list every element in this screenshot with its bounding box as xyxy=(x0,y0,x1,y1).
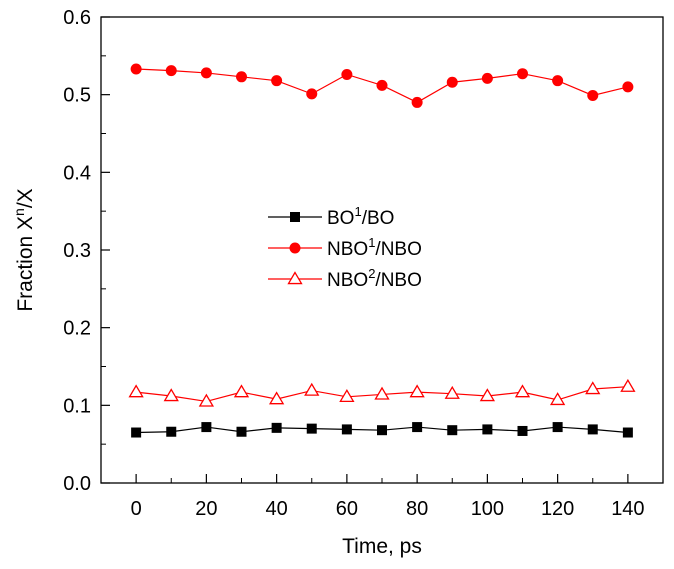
x-axis-title: Time, ps xyxy=(342,535,422,558)
series-1 xyxy=(131,422,633,438)
data-point xyxy=(287,271,303,285)
data-point xyxy=(587,424,598,435)
data-point xyxy=(376,79,388,91)
data-point xyxy=(549,392,566,406)
data-point xyxy=(271,422,282,433)
legend-label-base: NBO xyxy=(327,270,368,291)
data-point xyxy=(517,68,528,80)
legend-label-tail: /NBO xyxy=(375,239,421,260)
data-point xyxy=(289,242,301,254)
x-tick-label: 60 xyxy=(336,498,358,520)
series-2 xyxy=(130,63,634,108)
legend-item: NBO2/NBO xyxy=(268,266,422,291)
data-point xyxy=(585,381,601,395)
data-point xyxy=(341,68,353,80)
legend-label-sup: 2 xyxy=(368,266,375,281)
y-tick-label: 0.4 xyxy=(63,162,91,184)
data-point xyxy=(622,81,634,93)
data-point xyxy=(517,425,528,436)
data-point xyxy=(444,385,460,399)
y-axis-title-sup: n xyxy=(11,208,27,216)
legend-label-base: NBO xyxy=(327,239,368,260)
legend-label-base: BO xyxy=(327,208,354,229)
x-tick-label: 40 xyxy=(266,498,288,520)
legend-label-sup: 1 xyxy=(368,235,375,250)
data-point xyxy=(412,422,423,433)
y-axis-title-base: Fraction X xyxy=(14,216,37,312)
data-point xyxy=(200,67,212,79)
data-point xyxy=(446,76,458,88)
data-point xyxy=(479,388,496,402)
data-point xyxy=(130,63,142,75)
data-point xyxy=(620,378,636,392)
x-tick-label: 20 xyxy=(195,498,217,520)
y-tick-label: 0.5 xyxy=(63,85,91,107)
data-point xyxy=(377,425,387,436)
data-point xyxy=(233,384,250,398)
legend-label-tail: /NBO xyxy=(375,270,421,291)
y-axis-title: Fraction Xn/X xyxy=(11,188,37,311)
legend-label: BO1/BO xyxy=(327,204,394,229)
y-axis-title-tail: /X xyxy=(14,188,37,208)
data-point xyxy=(236,71,247,83)
legend-label: NBO2/NBO xyxy=(327,266,422,291)
legend-label-tail: /BO xyxy=(362,208,395,229)
y-tick-label: 0.0 xyxy=(63,473,91,495)
y-tick-label: 0.2 xyxy=(63,318,91,340)
data-point xyxy=(198,393,215,407)
data-point xyxy=(409,384,425,398)
legend-item: NBO1/NBO xyxy=(268,235,422,260)
x-axis: 0 20 40 60 80 100 120 140 xyxy=(131,474,664,520)
data-point xyxy=(622,427,633,438)
data-point xyxy=(131,427,142,438)
legend-label: NBO1/NBO xyxy=(327,235,422,260)
data-point xyxy=(514,384,531,398)
data-point xyxy=(306,88,318,100)
data-point xyxy=(290,212,300,222)
data-point xyxy=(481,72,493,84)
x-tick-label: 140 xyxy=(611,498,644,520)
y-tick-label: 0.6 xyxy=(63,7,91,29)
data-point xyxy=(587,89,599,101)
data-point xyxy=(482,424,493,435)
data-point xyxy=(374,386,390,400)
data-point xyxy=(552,75,564,87)
x-tick-label: 0 xyxy=(131,498,142,520)
data-point xyxy=(163,388,179,402)
legend-item: BO1/BO xyxy=(268,204,394,229)
x-tick-label: 80 xyxy=(406,498,428,520)
data-point xyxy=(341,424,352,435)
data-point xyxy=(447,425,458,436)
y-axis: 0.0 0.1 0.2 0.3 0.4 0.5 0.6 xyxy=(63,7,110,495)
series-3 xyxy=(128,378,636,407)
legend-label-sup: 1 xyxy=(354,204,361,219)
data-point xyxy=(236,426,247,437)
data-point xyxy=(552,422,563,433)
data-point xyxy=(304,382,320,396)
series-layer xyxy=(128,63,636,438)
data-point xyxy=(339,389,355,402)
data-point xyxy=(268,391,285,405)
data-point xyxy=(165,65,177,77)
data-point xyxy=(411,96,423,108)
x-tick-label: 120 xyxy=(541,498,574,520)
data-point xyxy=(166,426,177,437)
data-point xyxy=(128,384,144,398)
y-tick-label: 0.1 xyxy=(63,395,91,417)
x-tick-label: 100 xyxy=(471,498,504,520)
data-point xyxy=(306,423,317,434)
data-point xyxy=(201,422,212,433)
data-point xyxy=(271,75,283,87)
y-tick-label: 0.3 xyxy=(63,240,91,262)
